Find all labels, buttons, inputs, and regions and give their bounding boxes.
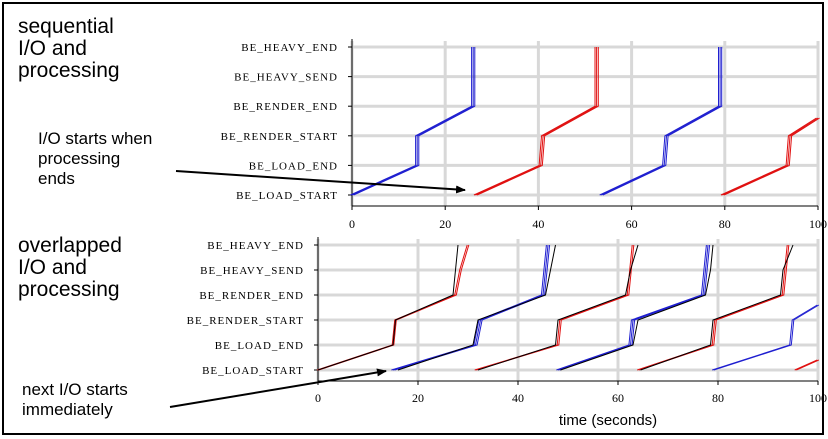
series-line-blue	[394, 244, 551, 371]
series-line-red	[796, 359, 820, 371]
y-tick-label: BE_LOAD_START	[236, 190, 338, 202]
y-tick-label: BE_HEAVY_END	[241, 42, 338, 54]
x-tick-label: 60	[612, 391, 624, 405]
series-line-red	[473, 47, 596, 196]
x-tick-label: 100	[809, 391, 827, 405]
y-tick-label: BE_HEAVY_END	[207, 240, 304, 252]
x-tick-label: 60	[626, 217, 638, 231]
top-panel-title: sequential I/O and processing	[18, 15, 120, 82]
series-line-red	[637, 244, 788, 371]
series-line-red	[475, 47, 598, 196]
y-tick-label: BE_LOAD_END	[215, 340, 304, 352]
x-tick-label: 20	[412, 391, 424, 405]
y-tick-label: BE_RENDER_END	[199, 290, 304, 302]
x-axis-label: time (seconds)	[559, 412, 657, 429]
series-line-blue	[602, 47, 723, 196]
chart-overlapped: BE_LOAD_START BE_LOAD_END BE_RENDER_START B…	[187, 237, 827, 405]
series-line-blue	[557, 244, 709, 371]
bottom-annotation-text: next I/O starts immediately	[22, 380, 128, 419]
x-tick-label: 0	[315, 391, 321, 405]
series-line-red	[474, 244, 633, 371]
y-tick-label: BE_LOAD_START	[202, 365, 304, 377]
series-line-blue	[391, 244, 547, 371]
series-line-blue	[713, 304, 820, 371]
x-tick-label: 80	[712, 391, 724, 405]
x-tick-label: 40	[512, 391, 524, 405]
series-line-red	[723, 117, 820, 196]
series-line-blue	[350, 47, 473, 196]
series-line-black	[640, 244, 794, 371]
y-tick-label: BE_RENDER_START	[187, 315, 304, 327]
series-line-red	[638, 244, 790, 371]
y-tick-label: BE_LOAD_END	[249, 160, 338, 172]
x-tick-label: 20	[439, 217, 451, 231]
y-tick-label: BE_HEAVY_SEND	[234, 72, 338, 84]
chart-sequential: BE_LOAD_START BE_LOAD_END BE_RENDER_START B…	[221, 39, 827, 231]
series-line-black	[477, 244, 639, 371]
series-line-black	[560, 244, 714, 371]
series-line-red	[318, 244, 470, 371]
series-line-red	[317, 244, 468, 371]
series-line-red	[794, 359, 818, 371]
series-line-black	[317, 244, 459, 371]
x-tick-label: 80	[719, 217, 731, 231]
bottom-panel-title: overlapped I/O and processing	[18, 234, 122, 301]
series-line-blue	[556, 244, 707, 371]
y-tick-label: BE_RENDER_START	[221, 131, 338, 143]
series-line-red	[476, 47, 599, 196]
x-tick-label: 100	[809, 217, 827, 231]
series-line-blue	[392, 244, 549, 371]
top-annotation-text: I/O starts when processing ends	[38, 129, 153, 188]
series-line-black	[397, 244, 556, 371]
y-tick-label: BE_RENDER_END	[233, 101, 338, 113]
series-line-blue	[351, 47, 474, 196]
series-line-red	[720, 117, 817, 196]
bottom-annotation-arrow	[169, 368, 387, 408]
series-line-blue	[559, 244, 711, 371]
series-line-red	[722, 117, 819, 196]
series-line-blue	[601, 47, 721, 196]
series-line-blue	[353, 47, 476, 196]
y-tick-label: BE_HEAVY_SEND	[200, 265, 304, 277]
x-tick-label: 40	[532, 217, 544, 231]
figure-frame	[2, 2, 824, 435]
x-tick-label: 0	[349, 217, 355, 231]
series-line-blue	[599, 47, 719, 196]
top-annotation-arrow	[175, 170, 466, 194]
